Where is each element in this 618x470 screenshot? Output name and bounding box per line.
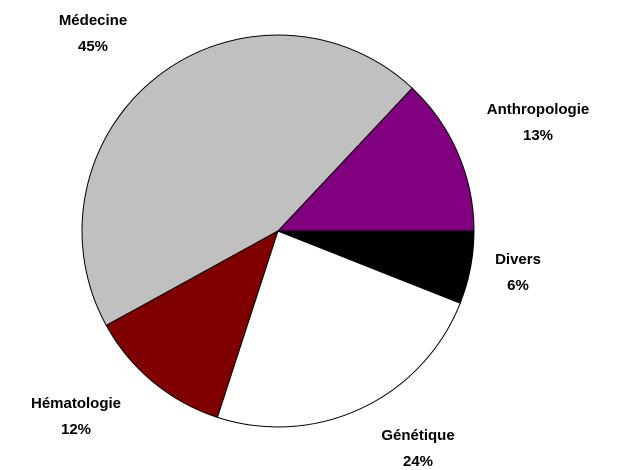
pie-slice <box>277 230 475 304</box>
slice-value-label: 24% <box>403 453 433 470</box>
slice-label: Hématologie <box>31 395 121 412</box>
slice-value-label: 13% <box>523 127 553 144</box>
slice-label: Médecine <box>59 12 127 29</box>
pie-slice <box>276 87 475 232</box>
slice-value-label: 12% <box>61 421 91 438</box>
pie-slice <box>216 230 461 428</box>
slice-label: Anthropologie <box>487 101 589 118</box>
slice-label: Génétique <box>381 427 454 444</box>
slice-value-label: 6% <box>507 277 529 294</box>
pie-slice <box>81 34 413 327</box>
slice-label: Divers <box>495 251 541 268</box>
pie-slice <box>105 229 279 419</box>
slice-value-label: 45% <box>78 38 108 55</box>
